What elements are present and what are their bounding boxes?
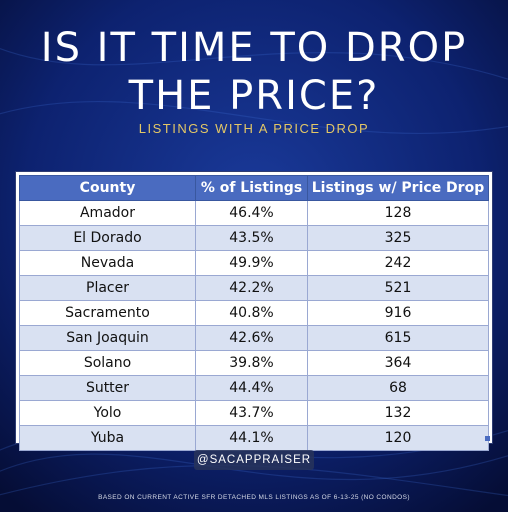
cell-county: El Dorado: [19, 225, 196, 251]
cell-county: San Joaquin: [19, 325, 196, 351]
cell-percent: 43.7%: [195, 400, 308, 426]
table-header-row: County % of Listings Listings w/ Price D…: [19, 175, 489, 201]
header-percent: % of Listings: [195, 175, 308, 201]
cell-county: Solano: [19, 350, 196, 376]
cell-county: Placer: [19, 275, 196, 301]
cell-county: Amador: [19, 200, 196, 226]
cell-count: 120: [307, 425, 489, 451]
table-row: Sacramento 40.8% 916: [19, 300, 489, 326]
cell-percent: 43.5%: [195, 225, 308, 251]
price-drop-table-frame: County % of Listings Listings w/ Price D…: [15, 171, 493, 451]
table-row: Placer 42.2% 521: [19, 275, 489, 301]
header-county: County: [19, 175, 196, 201]
cell-percent: 42.2%: [195, 275, 308, 301]
table-body: Amador 46.4% 128 El Dorado 43.5% 325 Nevada 49.…: [19, 200, 489, 451]
header-count: Listings w/ Price Drop: [307, 175, 489, 201]
cell-count: 68: [307, 375, 489, 401]
cell-percent: 39.8%: [195, 350, 308, 376]
page-title-line-1: IS IT TIME TO DROP: [40, 25, 468, 71]
table-row: Amador 46.4% 128: [19, 200, 489, 226]
page-title-line-2: THE PRICE?: [128, 73, 380, 119]
cell-percent: 44.1%: [195, 425, 308, 451]
subtitle: LISTINGS WITH A PRICE DROP: [138, 121, 370, 136]
cell-count: 242: [307, 250, 489, 276]
cell-percent: 44.4%: [195, 375, 308, 401]
cell-count: 132: [307, 400, 489, 426]
cell-count: 916: [307, 300, 489, 326]
table-row: Yuba 44.1% 120: [19, 425, 489, 451]
cell-county: Sutter: [19, 375, 196, 401]
table-row: Yolo 43.7% 132: [19, 400, 489, 426]
cell-percent: 49.9%: [195, 250, 308, 276]
table-row: Solano 39.8% 364: [19, 350, 489, 376]
source-footnote: BASED ON CURRENT ACTIVE SFR DETACHED MLS…: [98, 494, 410, 501]
cell-percent: 40.8%: [195, 300, 308, 326]
cell-county: Yolo: [19, 400, 196, 426]
table-resize-handle: [485, 436, 490, 441]
cell-county: Yuba: [19, 425, 196, 451]
table-row: El Dorado 43.5% 325: [19, 225, 489, 251]
cell-percent: 42.6%: [195, 325, 308, 351]
cell-count: 128: [307, 200, 489, 226]
author-handle-badge: @SACAPPRAISER: [194, 450, 314, 470]
table-row: San Joaquin 42.6% 615: [19, 325, 489, 351]
price-drop-table: County % of Listings Listings w/ Price D…: [19, 175, 489, 451]
table-row: Sutter 44.4% 68: [19, 375, 489, 401]
table-row: Nevada 49.9% 242: [19, 250, 489, 276]
cell-county: Sacramento: [19, 300, 196, 326]
cell-count: 521: [307, 275, 489, 301]
cell-count: 615: [307, 325, 489, 351]
cell-count: 364: [307, 350, 489, 376]
cell-count: 325: [307, 225, 489, 251]
cell-county: Nevada: [19, 250, 196, 276]
cell-percent: 46.4%: [195, 200, 308, 226]
